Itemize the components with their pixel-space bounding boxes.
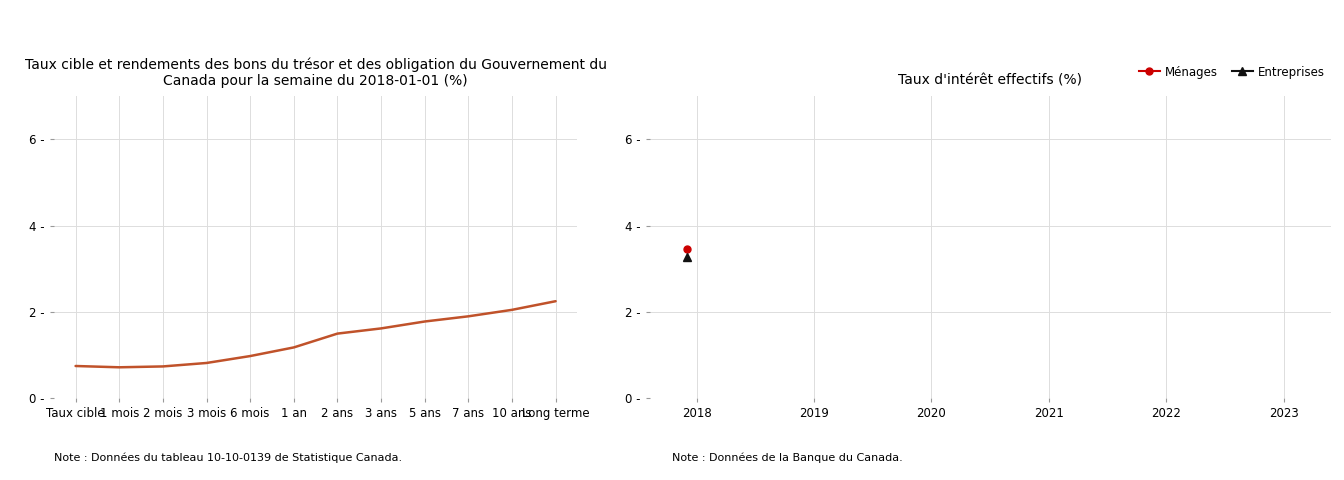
Text: Note : Données du tableau 10-10-0139 de Statistique Canada.: Note : Données du tableau 10-10-0139 de … [54, 452, 402, 463]
Legend: Ménages, Entreprises: Ménages, Entreprises [1138, 66, 1325, 79]
Text: Note : Données de la Banque du Canada.: Note : Données de la Banque du Canada. [672, 452, 903, 463]
Title: Taux d'intérêt effectifs (%): Taux d'intérêt effectifs (%) [898, 74, 1082, 88]
Title: Taux cible et rendements des bons du trésor et des obligation du Gouvernement du: Taux cible et rendements des bons du tré… [24, 57, 606, 88]
